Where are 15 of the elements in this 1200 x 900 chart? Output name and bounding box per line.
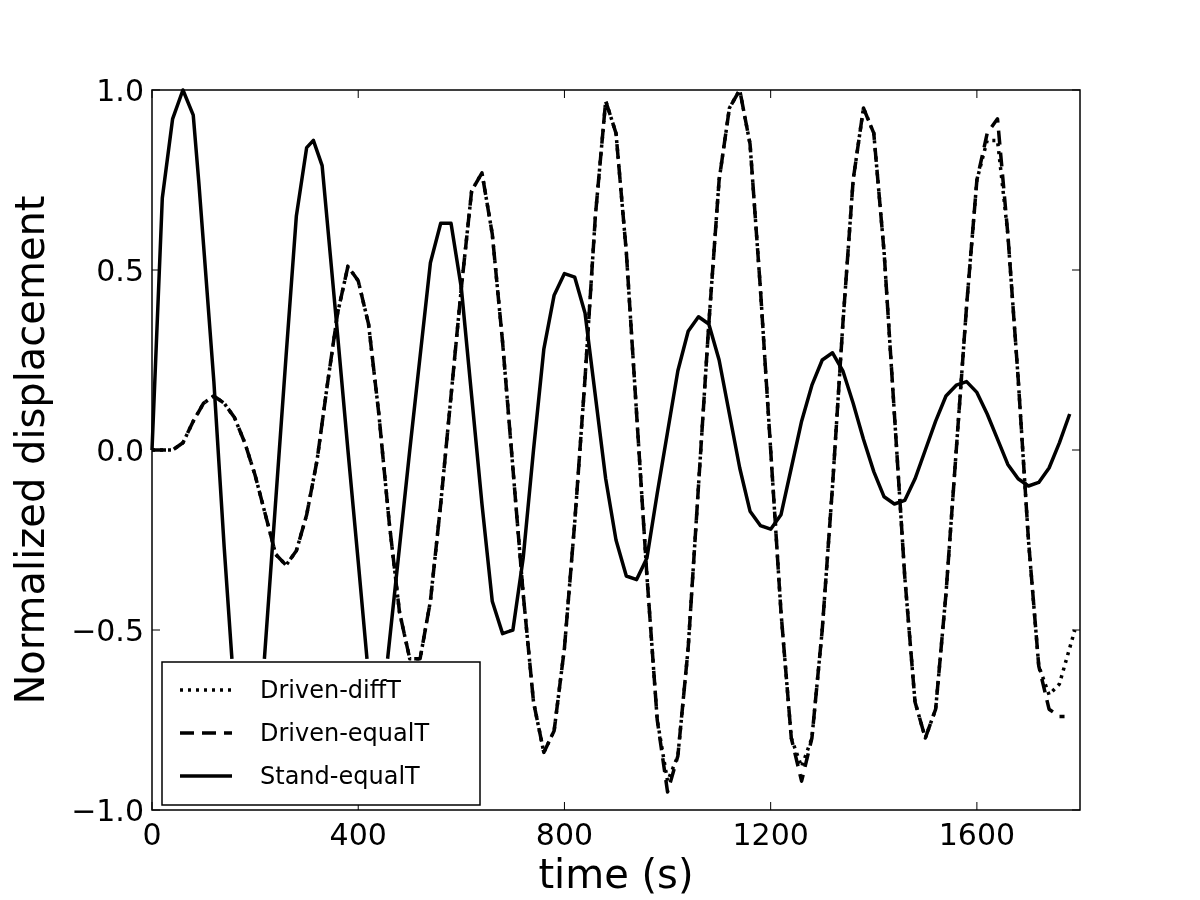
x-tick-label: 1600	[938, 817, 1016, 852]
x-tick-label: 400	[329, 817, 387, 852]
y-tick-label: 0.0	[96, 433, 144, 468]
y-tick-label: 1.0	[96, 73, 144, 108]
y-tick-label: −1.0	[71, 793, 144, 828]
legend-label: Stand-equalT	[260, 762, 421, 790]
y-axis-title: Normalized displacement	[7, 195, 53, 705]
x-tick-label: 800	[535, 817, 594, 852]
x-tick-label: 0	[142, 817, 162, 852]
legend-label: Driven-diffT	[260, 676, 402, 704]
y-tick-label: 0.5	[96, 253, 144, 288]
y-tick-label: −0.5	[71, 613, 144, 648]
legend-label: Driven-equalT	[260, 719, 430, 747]
x-tick-label: 1200	[732, 817, 809, 852]
x-axis-title: time (s)	[538, 851, 694, 897]
